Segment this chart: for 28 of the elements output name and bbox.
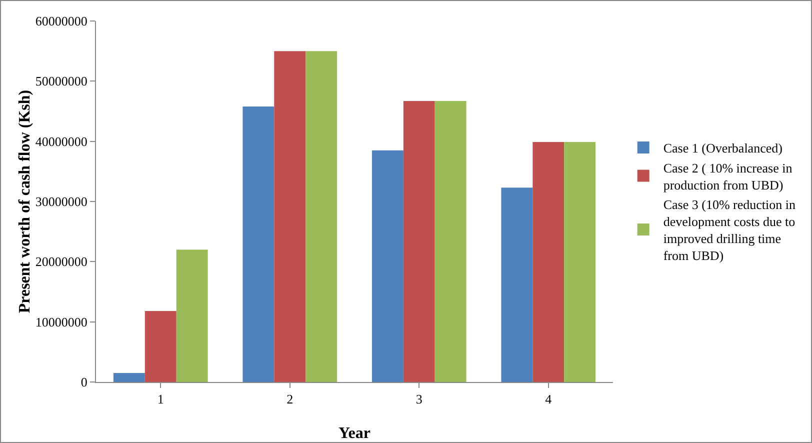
y-tick-label: 20000000 <box>35 254 88 270</box>
bar <box>113 372 145 382</box>
bar <box>176 250 208 382</box>
bar <box>434 101 466 382</box>
y-tick-label: 30000000 <box>35 194 88 210</box>
y-tick-label: 50000000 <box>35 74 88 89</box>
bar <box>274 51 306 382</box>
y-axis-title: Present worth of cash flow (Ksh) <box>16 90 34 314</box>
bar <box>306 51 338 382</box>
y-tick-label: 0 <box>80 374 88 390</box>
bar <box>501 188 533 382</box>
x-tick-label: 2 <box>286 392 294 407</box>
x-tick-label: 1 <box>157 392 164 407</box>
legend-label: Case 1 (Overbalanced) <box>663 140 782 156</box>
x-tick-label: 4 <box>545 392 552 407</box>
y-tick-label: 40000000 <box>35 134 88 149</box>
bar <box>403 101 435 382</box>
bar <box>564 142 596 382</box>
x-tick-label: 3 <box>416 392 422 407</box>
bar <box>532 142 564 382</box>
bar <box>144 311 176 382</box>
bar <box>242 106 274 382</box>
y-tick-label: 60000000 <box>35 14 88 29</box>
legend-label: Case 3 (10% reduction in development costs due to improved drilling time from UBD) <box>663 197 796 263</box>
y-tick-label: 10000000 <box>35 314 88 330</box>
legend-label: Case 2 ( 10% increase in production from UBD) <box>663 160 793 192</box>
bar <box>372 150 404 382</box>
x-axis-title: Year <box>338 425 370 442</box>
